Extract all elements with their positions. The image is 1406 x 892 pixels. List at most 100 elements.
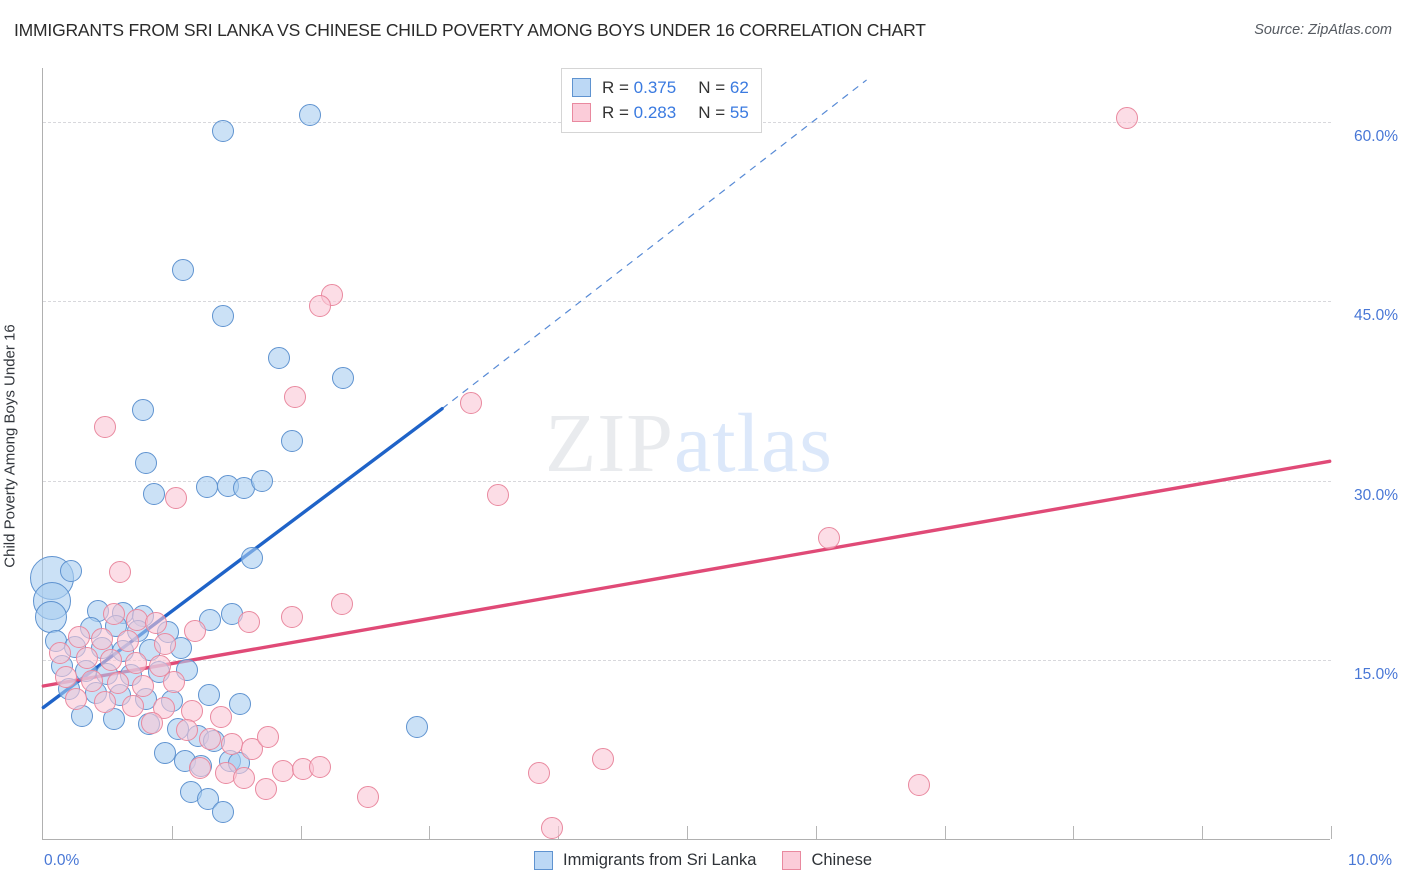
scatter-point[interactable]: [102, 708, 125, 731]
scatter-point[interactable]: [209, 705, 232, 728]
series-legend-item-sri-lanka[interactable]: Immigrants from Sri Lanka: [533, 851, 756, 870]
page-title: IMMIGRANTS FROM SRI LANKA VS CHINESE CHI…: [14, 20, 926, 40]
x-axis-tick: [944, 826, 946, 839]
gridline: [43, 301, 1331, 303]
scatter-point[interactable]: [240, 546, 263, 569]
y-axis-tick-label: 45.0%: [1354, 307, 1398, 325]
scatter-point[interactable]: [34, 601, 67, 634]
scatter-point[interactable]: [308, 295, 331, 318]
scatter-point[interactable]: [356, 785, 379, 808]
scatter-point[interactable]: [141, 711, 164, 734]
scatter-point[interactable]: [93, 416, 116, 439]
scatter-point[interactable]: [212, 120, 235, 143]
scatter-point[interactable]: [267, 346, 290, 369]
legend-stats-pink: R = 0.283 N = 55: [602, 103, 749, 123]
scatter-point[interactable]: [199, 728, 222, 751]
scatter-point[interactable]: [163, 671, 186, 693]
scatter-point[interactable]: [254, 777, 277, 800]
scatter-point[interactable]: [486, 484, 509, 507]
scatter-point[interactable]: [122, 694, 145, 717]
scatter-point[interactable]: [183, 619, 206, 642]
scatter-point[interactable]: [100, 649, 123, 672]
n-value-pink: 55: [729, 102, 749, 122]
scatter-point[interactable]: [212, 801, 235, 824]
scatter-point[interactable]: [232, 766, 255, 789]
scatter-point[interactable]: [124, 651, 147, 674]
r-value-blue: 0.375: [633, 77, 677, 97]
scatter-point[interactable]: [592, 747, 615, 770]
series-legend-item-chinese[interactable]: Chinese: [782, 851, 872, 870]
scatter-point[interactable]: [93, 691, 116, 714]
scatter-point[interactable]: [198, 684, 221, 707]
scatter-point[interactable]: [284, 386, 307, 409]
scatter-point[interactable]: [106, 672, 129, 695]
x-axis-min-label: 0.0%: [44, 852, 80, 869]
r-label-blue: R =: [602, 77, 634, 97]
scatter-point[interactable]: [154, 632, 177, 655]
legend-stats-blue: R = 0.375 N = 62: [602, 78, 749, 98]
legend-swatch-blue: [572, 78, 591, 97]
y-axis-title: Child Poverty Among Boys Under 16: [1, 324, 19, 568]
correlation-legend: R = 0.375 N = 62 R = 0.283 N = 55: [561, 68, 762, 133]
scatter-point[interactable]: [195, 475, 218, 498]
scatter-point[interactable]: [257, 726, 280, 749]
scatter-point[interactable]: [271, 759, 294, 782]
scatter-point[interactable]: [149, 655, 172, 678]
scatter-point[interactable]: [142, 483, 165, 506]
series-label-chinese: Chinese: [811, 851, 873, 869]
x-axis-tick: [300, 826, 302, 839]
scatter-point[interactable]: [132, 674, 155, 697]
series-legend: Immigrants from Sri Lanka Chinese: [0, 851, 1406, 870]
scatter-point[interactable]: [240, 738, 263, 761]
x-axis-tick: [171, 826, 173, 839]
y-axis-tick-label: 60.0%: [1354, 127, 1398, 145]
y-axis-tick-label: 30.0%: [1354, 486, 1398, 504]
scatter-point[interactable]: [527, 761, 550, 784]
scatter-point[interactable]: [817, 527, 840, 550]
scatter-point[interactable]: [229, 692, 252, 715]
scatter-point[interactable]: [298, 103, 321, 126]
scatter-point[interactable]: [199, 608, 222, 631]
scatter-point[interactable]: [164, 486, 187, 509]
scatter-point[interactable]: [68, 625, 91, 648]
scatter-point[interactable]: [540, 817, 563, 840]
source-attribution: Source: ZipAtlas.com: [1254, 22, 1392, 38]
scatter-point[interactable]: [60, 559, 83, 582]
scatter-point[interactable]: [405, 716, 428, 739]
scatter-point[interactable]: [80, 669, 103, 692]
scatter-point[interactable]: [280, 430, 303, 453]
scatter-point[interactable]: [212, 304, 235, 327]
scatter-point[interactable]: [1116, 107, 1139, 130]
scatter-point[interactable]: [330, 593, 353, 616]
scatter-point[interactable]: [55, 666, 78, 689]
scatter-point[interactable]: [250, 469, 273, 492]
scatter-point[interactable]: [308, 755, 331, 778]
scatter-point[interactable]: [459, 392, 482, 415]
scatter-point[interactable]: [117, 630, 139, 653]
scatter-point[interactable]: [280, 606, 303, 629]
scatter-point[interactable]: [109, 560, 132, 583]
scatter-point[interactable]: [102, 602, 125, 625]
scatter-point[interactable]: [189, 757, 212, 780]
scatter-point[interactable]: [176, 718, 199, 741]
scatter-point[interactable]: [65, 687, 88, 710]
scatter-point[interactable]: [907, 773, 930, 796]
n-label-pink: N =: [698, 102, 730, 122]
legend-row-pink: R = 0.283 N = 55: [572, 100, 749, 125]
scatter-point[interactable]: [135, 451, 158, 474]
scatter-point[interactable]: [75, 647, 98, 670]
x-axis-tick: [1202, 826, 1204, 839]
scatter-point[interactable]: [145, 612, 168, 635]
scatter-point[interactable]: [238, 611, 261, 634]
r-value-pink: 0.283: [633, 102, 677, 122]
x-axis-max-label: 10.0%: [1348, 852, 1392, 869]
plot-area: [30, 68, 1332, 840]
scatter-point[interactable]: [172, 259, 195, 282]
n-value-blue: 62: [729, 77, 749, 97]
scatter-point[interactable]: [91, 627, 114, 650]
scatter-point[interactable]: [332, 366, 355, 389]
scatter-point[interactable]: [132, 399, 155, 422]
r-label-pink: R =: [602, 102, 634, 122]
scatter-point[interactable]: [48, 642, 71, 665]
